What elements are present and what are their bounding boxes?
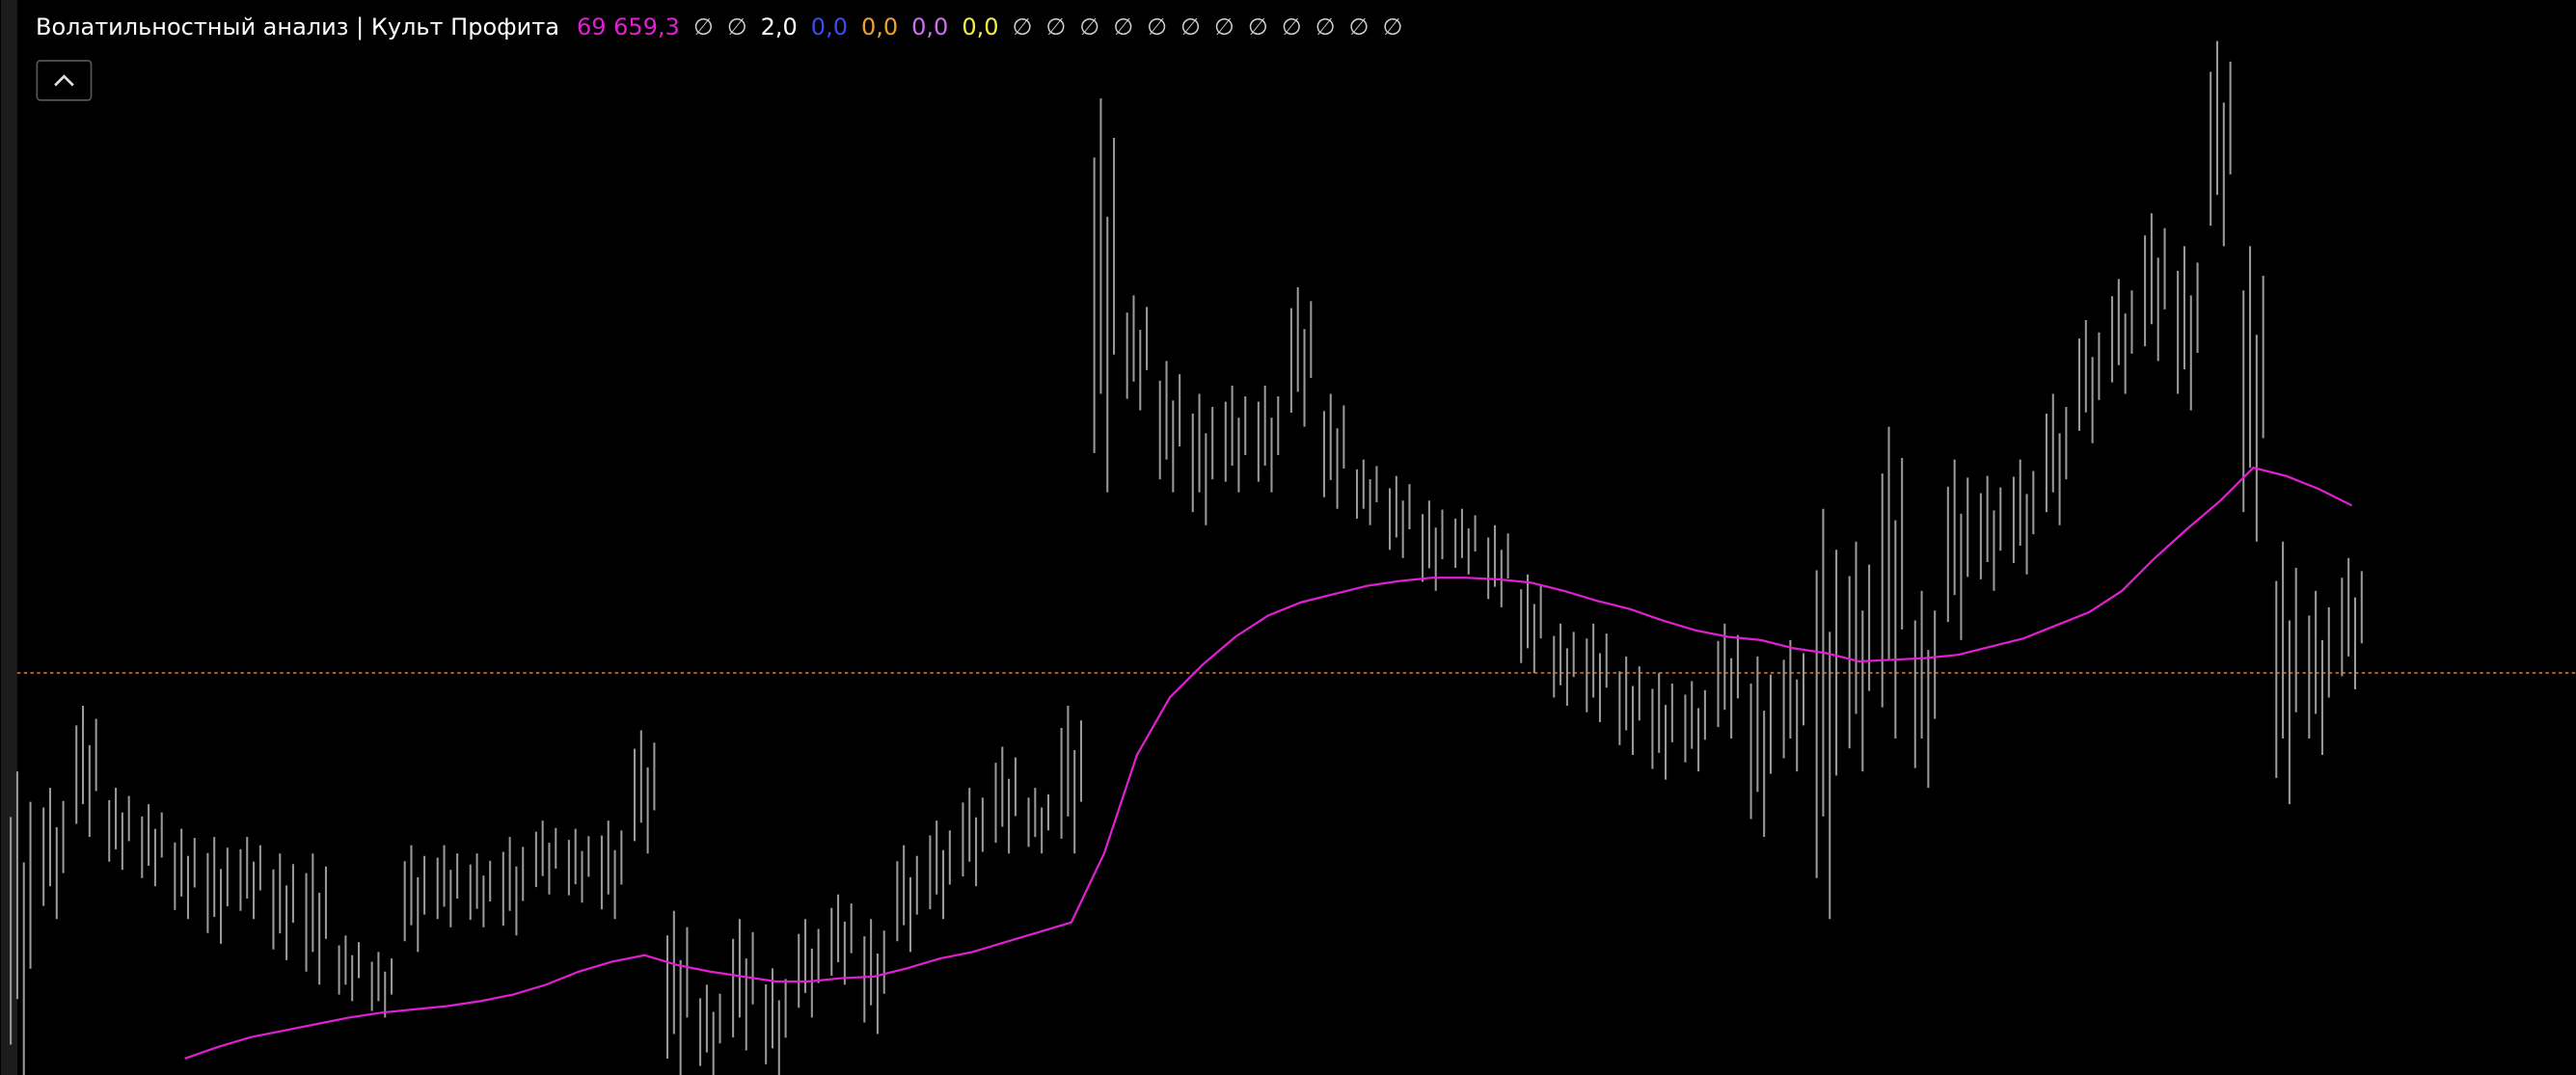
legend-value: ∅ (1147, 13, 1168, 40)
collapse-button[interactable] (36, 60, 93, 101)
legend-value: 2,0 (760, 13, 798, 40)
legend-value: ∅ (1213, 13, 1234, 40)
legend-value: ∅ (1180, 13, 1201, 40)
legend-value: ∅ (1113, 13, 1134, 40)
legend-value: 0,0 (911, 13, 949, 40)
legend-value: ∅ (692, 13, 714, 40)
indicator-title: Волатильностный анализ | Культ Профита (36, 13, 559, 40)
legend-header: Волатильностный анализ | Культ Профита 6… (36, 13, 1402, 40)
legend-value: ∅ (1045, 13, 1067, 40)
legend-value: 69 659,3 (576, 13, 680, 40)
legend-value: ∅ (1079, 13, 1100, 40)
legend-value: ∅ (1281, 13, 1302, 40)
legend-value: ∅ (1348, 13, 1369, 40)
legend-value: ∅ (1315, 13, 1336, 40)
legend-value: 0,0 (810, 13, 848, 40)
moving-average (184, 466, 2353, 1061)
legend-value: ∅ (726, 13, 747, 40)
side-strip (0, 0, 17, 1075)
legend-value: 0,0 (962, 13, 999, 40)
legend-value: ∅ (1012, 13, 1033, 40)
legend-value: ∅ (1247, 13, 1268, 40)
legend-value: 0,0 (860, 13, 899, 40)
legend-value: ∅ (1382, 13, 1403, 40)
